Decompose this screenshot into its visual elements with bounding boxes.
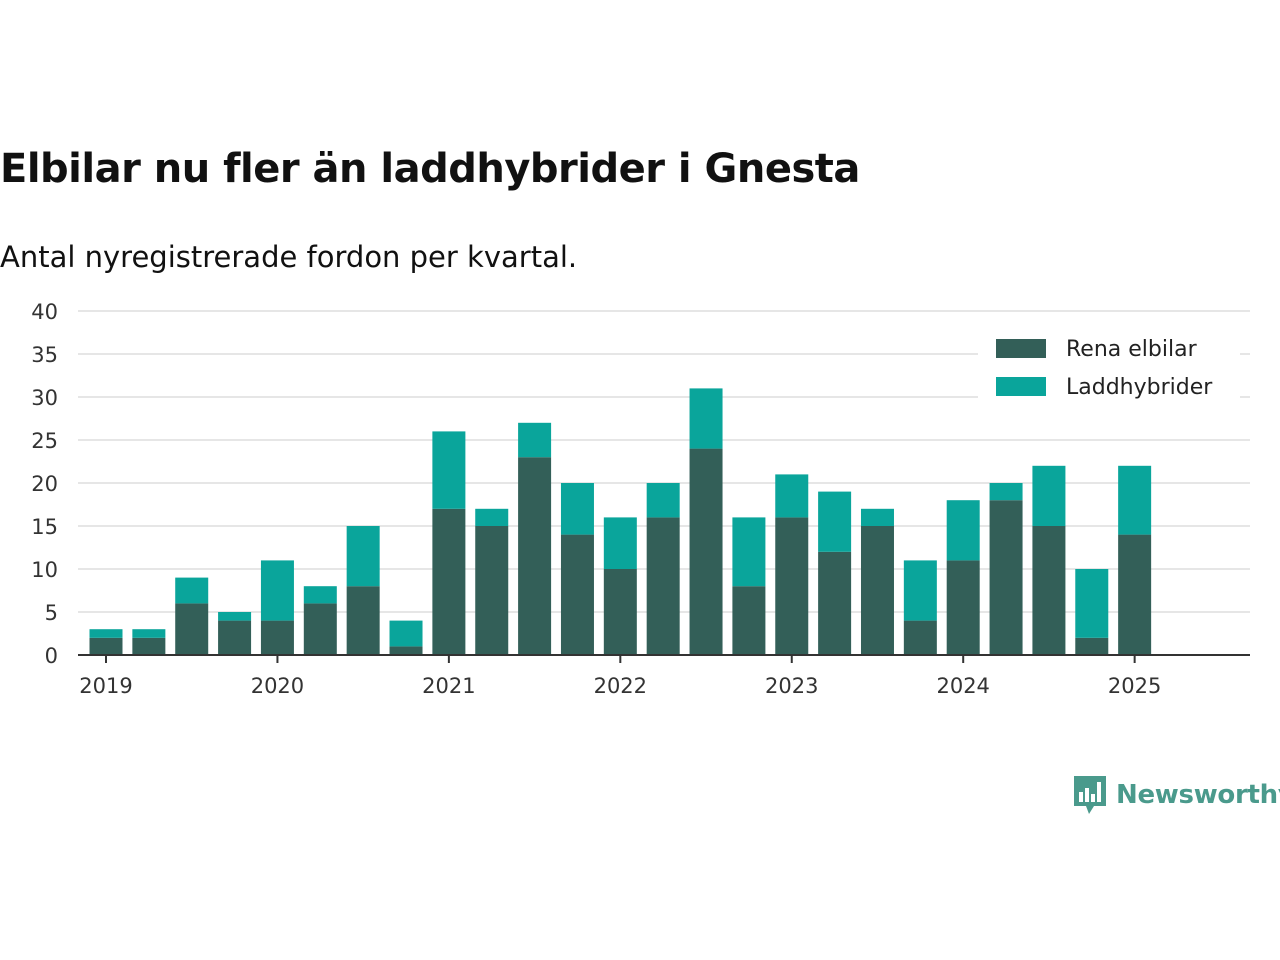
y-tick-label: 30 — [31, 386, 58, 410]
bar-laddhybrider — [303, 586, 337, 604]
bar-rena-elbilar — [1075, 637, 1109, 655]
x-tick-label: 2024 — [936, 674, 989, 698]
bar-laddhybrider — [389, 620, 423, 647]
bar-laddhybrider — [818, 491, 852, 552]
bar-laddhybrider — [903, 560, 937, 621]
brand-name: Newsworthy — [1116, 780, 1280, 810]
legend-swatch-laddhybrider — [996, 377, 1046, 396]
legend-label-rena-elbilar: Rena elbilar — [1066, 337, 1198, 362]
x-tick-label: 2022 — [594, 674, 647, 698]
legend-swatch-rena-elbilar — [996, 339, 1046, 358]
bar-laddhybrider — [1032, 465, 1066, 526]
bar-laddhybrider — [518, 422, 552, 458]
bar-rena-elbilar — [346, 586, 380, 655]
y-tick-label: 40 — [31, 300, 58, 324]
bar-rena-elbilar — [646, 517, 680, 655]
bar-laddhybrider — [346, 526, 380, 587]
y-axis-tick-labels: 0 5 10 15 20 25 30 35 40 — [31, 300, 58, 668]
bar-rena-elbilar — [818, 551, 852, 655]
bar-laddhybrider — [89, 629, 123, 638]
bar-rena-elbilar — [218, 620, 252, 655]
bar-laddhybrider — [1075, 569, 1109, 638]
brand-logo: Newsworthy — [1072, 774, 1280, 816]
bar-laddhybrider — [1118, 465, 1152, 535]
y-tick-label: 15 — [31, 515, 58, 539]
bar-rena-elbilar — [89, 637, 123, 655]
bar-rena-elbilar — [303, 603, 337, 655]
bar-rena-elbilar — [518, 457, 552, 655]
bar-laddhybrider — [560, 483, 594, 535]
bar-laddhybrider — [175, 577, 209, 604]
bar-laddhybrider — [989, 483, 1023, 501]
bar-rena-elbilar — [1032, 526, 1066, 655]
bar-rena-elbilar — [860, 526, 894, 655]
bar-rena-elbilar — [132, 637, 166, 655]
bar-laddhybrider — [603, 517, 637, 569]
bar-rena-elbilar — [1118, 534, 1152, 655]
x-tick-label: 2021 — [422, 674, 475, 698]
bar-rena-elbilar — [389, 646, 423, 655]
y-tick-label: 35 — [31, 343, 58, 367]
bar-laddhybrider — [218, 612, 252, 621]
bar-laddhybrider — [260, 560, 294, 621]
bar-laddhybrider — [646, 483, 680, 518]
bar-laddhybrider — [775, 474, 809, 518]
bar-rena-elbilar — [946, 560, 980, 655]
bar-rena-elbilar — [903, 620, 937, 655]
chart-title: Elbilar nu fler än laddhybrider i Gnesta — [0, 146, 860, 192]
x-axis — [78, 654, 1250, 663]
bar-laddhybrider — [732, 517, 766, 587]
bar-rena-elbilar — [732, 586, 766, 655]
chart-subtitle: Antal nyregistrerade fordon per kvartal. — [0, 240, 578, 274]
x-tick-label: 2025 — [1108, 674, 1161, 698]
legend: Rena elbilar Laddhybrider — [978, 330, 1240, 406]
bar-rena-elbilar — [989, 500, 1023, 655]
x-axis-tick-labels: 2019 2020 2021 2022 2023 2024 2025 — [79, 674, 1161, 698]
bar-rena-elbilar — [560, 534, 594, 655]
bar-laddhybrider — [689, 388, 723, 449]
bar-rena-elbilar — [432, 508, 466, 655]
bar-rena-elbilar — [475, 526, 509, 655]
bar-laddhybrider — [860, 508, 894, 526]
bars — [89, 388, 1152, 655]
y-tick-label: 5 — [45, 601, 58, 625]
bar-rena-elbilar — [603, 569, 637, 655]
x-tick-label: 2020 — [251, 674, 304, 698]
x-tick-label: 2023 — [765, 674, 818, 698]
bar-rena-elbilar — [260, 620, 294, 655]
bar-laddhybrider — [946, 500, 980, 561]
y-tick-label: 10 — [31, 558, 58, 582]
bar-laddhybrider — [132, 629, 166, 638]
bar-laddhybrider — [432, 431, 466, 509]
bar-chart-speech-bubble-icon — [1074, 776, 1106, 814]
bar-rena-elbilar — [689, 448, 723, 655]
bar-laddhybrider — [475, 508, 509, 526]
y-tick-label: 20 — [31, 472, 58, 496]
bar-rena-elbilar — [775, 517, 809, 655]
y-tick-label: 0 — [45, 644, 58, 668]
legend-label-laddhybrider: Laddhybrider — [1066, 375, 1213, 400]
bar-rena-elbilar — [175, 603, 209, 655]
y-tick-label: 25 — [31, 429, 58, 453]
x-tick-label: 2019 — [79, 674, 132, 698]
